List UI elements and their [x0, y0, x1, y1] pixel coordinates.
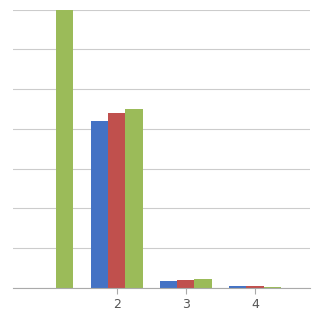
Bar — [91, 121, 108, 288]
Bar — [246, 286, 264, 288]
Bar — [56, 0, 73, 288]
Bar — [125, 109, 143, 288]
Bar — [195, 279, 212, 288]
Bar — [108, 113, 125, 288]
Bar — [177, 280, 195, 288]
Bar — [229, 286, 246, 288]
Bar — [264, 287, 281, 288]
Bar — [160, 281, 177, 288]
